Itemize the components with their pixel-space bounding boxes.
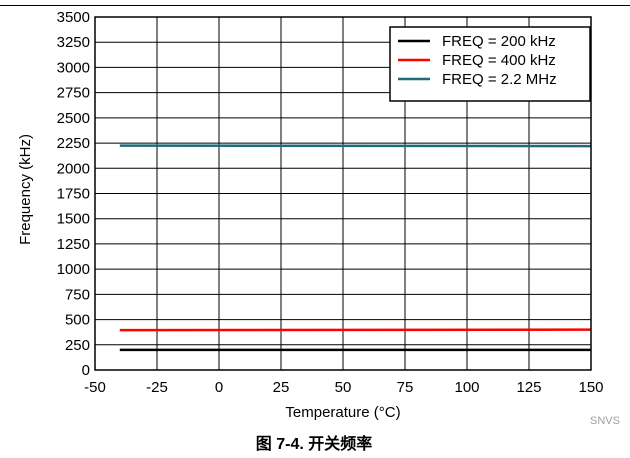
x-tick-label: 150: [578, 379, 603, 396]
series-lines: [119, 144, 592, 352]
y-tick-label: 250: [65, 337, 90, 354]
legend-box: [389, 26, 591, 102]
y-tick-label: 2250: [57, 135, 90, 152]
legend-label-2-2mhz: FREQ = 2.2 MHz: [442, 71, 557, 88]
y-tick-label: 0: [82, 362, 90, 379]
y-tick-label: 500: [65, 312, 90, 329]
source-tag: SNVS: [590, 415, 620, 427]
series-line-1: [119, 328, 592, 332]
legend: FREQ = 200 kHz FREQ = 400 kHz FREQ = 2.2…: [389, 26, 591, 102]
y-tick-label: 2500: [57, 110, 90, 127]
y-tick-label: 1500: [57, 211, 90, 228]
x-tick-label: 100: [454, 379, 479, 396]
x-tick-label: 0: [215, 379, 223, 396]
x-tick-labels: -50 -25 0 25 50 75 100 125 150: [84, 379, 603, 396]
y-tick-label: 1000: [57, 261, 90, 278]
x-tick-label: 125: [516, 379, 541, 396]
y-tick-label: 2750: [57, 85, 90, 102]
y-tick-label: 3250: [57, 34, 90, 51]
legend-label-400khz: FREQ = 400 kHz: [442, 52, 556, 69]
y-tick-label: 1250: [57, 236, 90, 253]
y-tick-label: 750: [65, 286, 90, 303]
grid-lines: [95, 17, 591, 370]
legend-label-200khz: FREQ = 200 kHz: [442, 33, 556, 50]
y-axis-label: Frequency (kHz): [17, 134, 34, 245]
plot-area-frame: [94, 16, 592, 371]
top-rule: [0, 5, 630, 6]
x-tick-label: 75: [397, 379, 414, 396]
x-tick-label: -50: [84, 379, 106, 396]
y-tick-label: 3500: [57, 9, 90, 26]
y-tick-label: 1750: [57, 186, 90, 203]
series-line-2: [119, 144, 592, 148]
x-tick-label: 25: [273, 379, 290, 396]
figure-caption: 图 7-4. 开关频率: [256, 434, 372, 453]
x-tick-label: -25: [146, 379, 168, 396]
y-tick-label: 3000: [57, 59, 90, 76]
x-tick-label: 50: [335, 379, 352, 396]
y-tick-label: 2000: [57, 160, 90, 177]
x-axis-label: Temperature (°C): [285, 404, 400, 421]
y-tick-labels: 0 250 500 750 1000 1250 1500 1750 2000 2250 2500 27…: [57, 9, 90, 379]
